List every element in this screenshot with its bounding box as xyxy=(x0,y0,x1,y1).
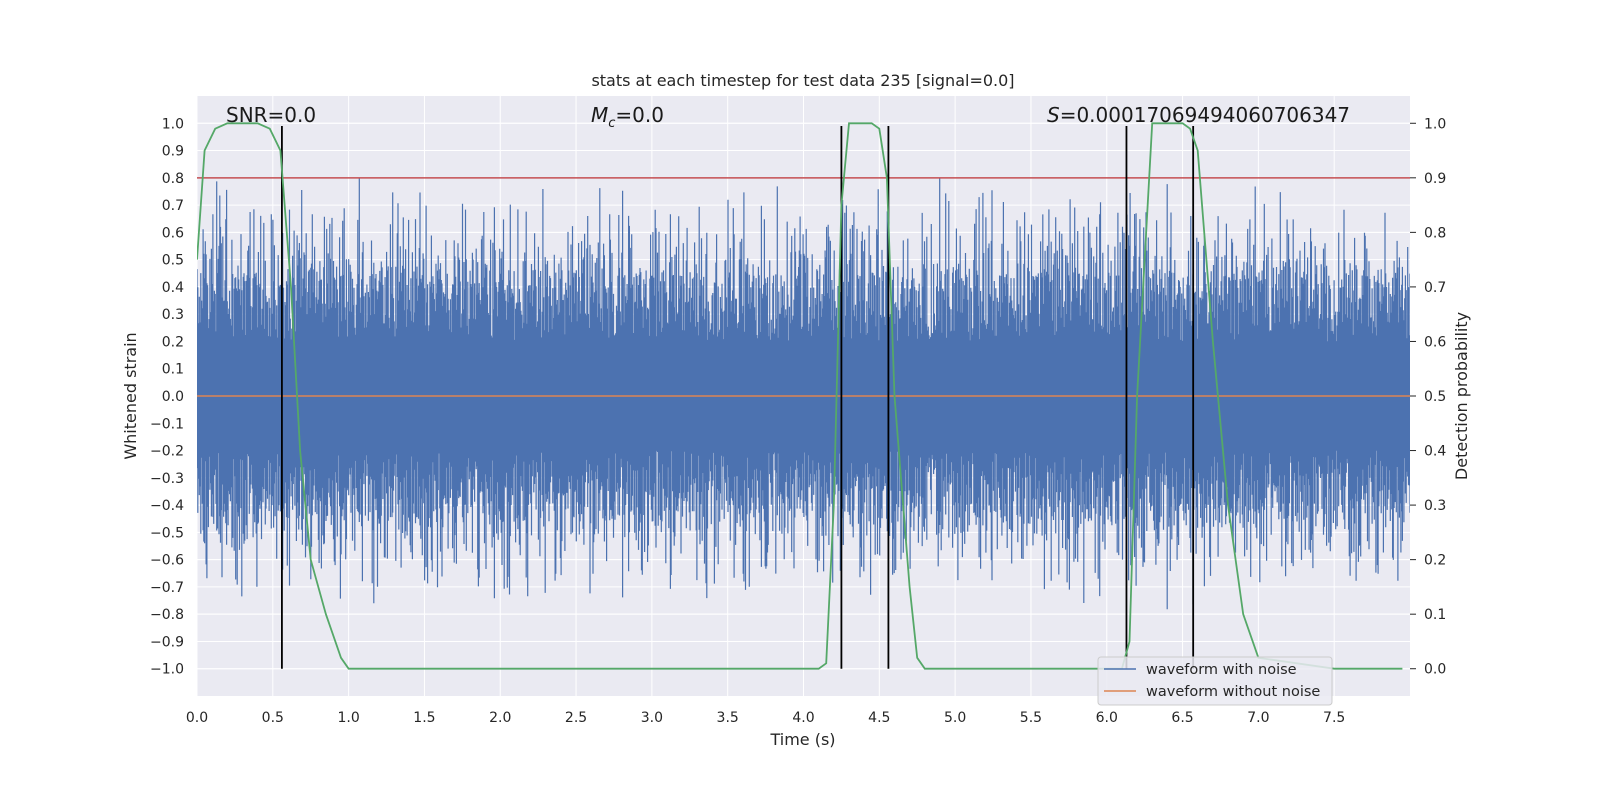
x-tick-label: 0.5 xyxy=(262,710,284,726)
y2-tick-label: 0.0 xyxy=(1424,662,1446,678)
x-tick-label: 7.5 xyxy=(1323,710,1345,726)
x-tick-label: 0.0 xyxy=(186,710,208,726)
y2-tick-label: 0.4 xyxy=(1424,444,1446,460)
y2-axis-label: Detection probability xyxy=(1452,312,1471,480)
mc-symbol: M xyxy=(591,103,608,127)
s-symbol: S xyxy=(1047,103,1060,127)
y2-tick-label: 0.7 xyxy=(1424,280,1446,296)
x-axis-ticks: 0.0 0.5 1.0 1.5 2.0 2.5 3.0 3.5 4.0 4.5 5.0 5.5 6.0 6… xyxy=(186,710,1345,726)
mc-value: =0.0 xyxy=(615,103,664,127)
y-tick-label: −1.0 xyxy=(150,662,184,678)
y-tick-label: 0.9 xyxy=(162,144,184,160)
y2-tick-label: 0.6 xyxy=(1424,334,1446,350)
y-tick-label: −0.3 xyxy=(150,471,184,487)
y-axis-label: Whitened strain xyxy=(121,332,140,459)
y-tick-label: 1.0 xyxy=(162,116,184,132)
y-tick-label: 0.8 xyxy=(162,171,184,187)
y-tick-label: −0.9 xyxy=(150,634,184,650)
legend-label-noise: waveform with noise xyxy=(1146,662,1297,678)
x-tick-label: 2.5 xyxy=(565,710,587,726)
y-tick-label: 0.1 xyxy=(162,362,184,378)
legend: waveform with noise waveform without noi… xyxy=(1097,656,1333,706)
score-annotation: S=0.00017069494060706347 xyxy=(1047,103,1350,127)
y2-axis-ticks: 1.0 0.9 0.8 0.7 0.6 0.5 0.4 0.3 0.2 0.1 0.0 xyxy=(1410,116,1446,678)
legend-box xyxy=(1097,656,1333,706)
x-tick-label: 6.5 xyxy=(1171,710,1193,726)
x-tick-label: 5.5 xyxy=(1020,710,1042,726)
y-tick-label: 0.4 xyxy=(162,280,184,296)
chart-title: stats at each timestep for test data 235… xyxy=(591,71,1014,90)
x-axis-label: Time (s) xyxy=(769,730,835,749)
y-tick-label: −0.4 xyxy=(150,498,184,514)
x-tick-label: 6.0 xyxy=(1096,710,1118,726)
detection-probability-series xyxy=(197,122,1403,670)
x-tick-label: 5.0 xyxy=(944,710,966,726)
x-tick-label: 7.0 xyxy=(1247,710,1269,726)
y-tick-label: −0.5 xyxy=(150,525,184,541)
snr-annotation: SNR=0.0 xyxy=(226,103,316,127)
y-tick-label: 0.7 xyxy=(162,198,184,214)
y-axis-ticks: 1.0 0.9 0.8 0.7 0.6 0.5 0.4 0.3 0.2 0.1 0.0 −0.1 −0.… xyxy=(150,116,184,677)
y-tick-label: −0.7 xyxy=(150,580,184,596)
y2-tick-label: 1.0 xyxy=(1424,116,1446,132)
y2-tick-label: 0.1 xyxy=(1424,607,1446,623)
y2-tick-label: 0.2 xyxy=(1424,553,1446,569)
y2-tick-label: 0.8 xyxy=(1424,225,1446,241)
x-tick-label: 3.0 xyxy=(641,710,663,726)
y2-tick-label: 0.5 xyxy=(1424,389,1446,405)
x-tick-label: 3.5 xyxy=(717,710,739,726)
y-tick-label: 0.6 xyxy=(162,225,184,241)
mc-subscript: c xyxy=(608,116,615,131)
y-tick-label: 0.2 xyxy=(162,334,184,350)
x-tick-label: 1.5 xyxy=(413,710,435,726)
y-tick-label: −0.6 xyxy=(150,553,184,569)
y2-tick-label: 0.3 xyxy=(1424,498,1446,514)
x-tick-label: 4.0 xyxy=(792,710,814,726)
y2-tick-label: 0.9 xyxy=(1424,171,1446,187)
s-value: =0.00017069494060706347 xyxy=(1060,103,1350,127)
y-tick-label: −0.8 xyxy=(150,607,184,623)
chirp-mass-annotation: Mc=0.0 xyxy=(591,103,664,131)
y-tick-label: 0.0 xyxy=(162,389,184,405)
y-tick-label: −0.2 xyxy=(150,444,184,460)
x-tick-label: 2.0 xyxy=(489,710,511,726)
y-tick-label: −0.1 xyxy=(150,416,184,432)
y-tick-label: 0.3 xyxy=(162,307,184,323)
y-tick-label: 0.5 xyxy=(162,253,184,269)
x-tick-label: 4.5 xyxy=(868,710,890,726)
x-tick-label: 1.0 xyxy=(337,710,359,726)
detection-probability-line xyxy=(197,122,1403,670)
legend-label-clean: waveform without noise xyxy=(1146,684,1320,700)
